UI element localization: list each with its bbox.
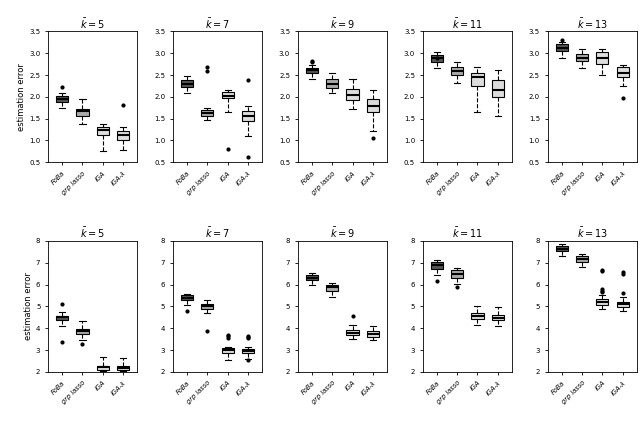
PathPatch shape [202, 110, 214, 116]
PathPatch shape [431, 262, 443, 269]
PathPatch shape [97, 126, 109, 135]
PathPatch shape [242, 111, 254, 121]
PathPatch shape [181, 80, 193, 87]
Title: $\bar{k} = 9$: $\bar{k} = 9$ [330, 226, 355, 240]
PathPatch shape [596, 299, 609, 305]
PathPatch shape [306, 68, 318, 73]
PathPatch shape [576, 256, 588, 262]
PathPatch shape [596, 52, 609, 64]
PathPatch shape [326, 78, 339, 88]
PathPatch shape [471, 313, 483, 319]
PathPatch shape [181, 295, 193, 300]
PathPatch shape [346, 330, 358, 335]
PathPatch shape [616, 67, 628, 77]
PathPatch shape [326, 285, 339, 291]
PathPatch shape [367, 99, 379, 112]
PathPatch shape [556, 44, 568, 51]
PathPatch shape [492, 80, 504, 97]
PathPatch shape [451, 67, 463, 75]
PathPatch shape [471, 73, 483, 86]
PathPatch shape [117, 366, 129, 370]
Y-axis label: estimation error: estimation error [24, 272, 33, 340]
PathPatch shape [492, 315, 504, 320]
PathPatch shape [242, 349, 254, 353]
PathPatch shape [346, 89, 358, 100]
PathPatch shape [117, 131, 129, 140]
PathPatch shape [556, 246, 568, 251]
Title: $\bar{k} = 11$: $\bar{k} = 11$ [452, 226, 483, 240]
PathPatch shape [76, 329, 88, 334]
Title: $\bar{k} = 5$: $\bar{k} = 5$ [80, 17, 105, 30]
Title: $\bar{k} = 7$: $\bar{k} = 7$ [205, 226, 230, 240]
Title: $\bar{k} = 13$: $\bar{k} = 13$ [577, 17, 608, 30]
PathPatch shape [306, 275, 318, 280]
Title: $\bar{k} = 11$: $\bar{k} = 11$ [452, 17, 483, 30]
Title: $\bar{k} = 13$: $\bar{k} = 13$ [577, 226, 608, 240]
Title: $\bar{k} = 5$: $\bar{k} = 5$ [80, 226, 105, 240]
Title: $\bar{k} = 9$: $\bar{k} = 9$ [330, 17, 355, 30]
PathPatch shape [202, 304, 214, 309]
PathPatch shape [76, 108, 88, 116]
PathPatch shape [431, 55, 443, 62]
PathPatch shape [56, 96, 68, 102]
Y-axis label: estimation error: estimation error [17, 63, 26, 131]
PathPatch shape [576, 54, 588, 61]
PathPatch shape [221, 348, 234, 353]
PathPatch shape [451, 270, 463, 278]
PathPatch shape [97, 366, 109, 370]
PathPatch shape [56, 315, 68, 320]
Title: $\bar{k} = 7$: $\bar{k} = 7$ [205, 17, 230, 30]
PathPatch shape [616, 302, 628, 307]
PathPatch shape [221, 92, 234, 98]
PathPatch shape [367, 332, 379, 337]
